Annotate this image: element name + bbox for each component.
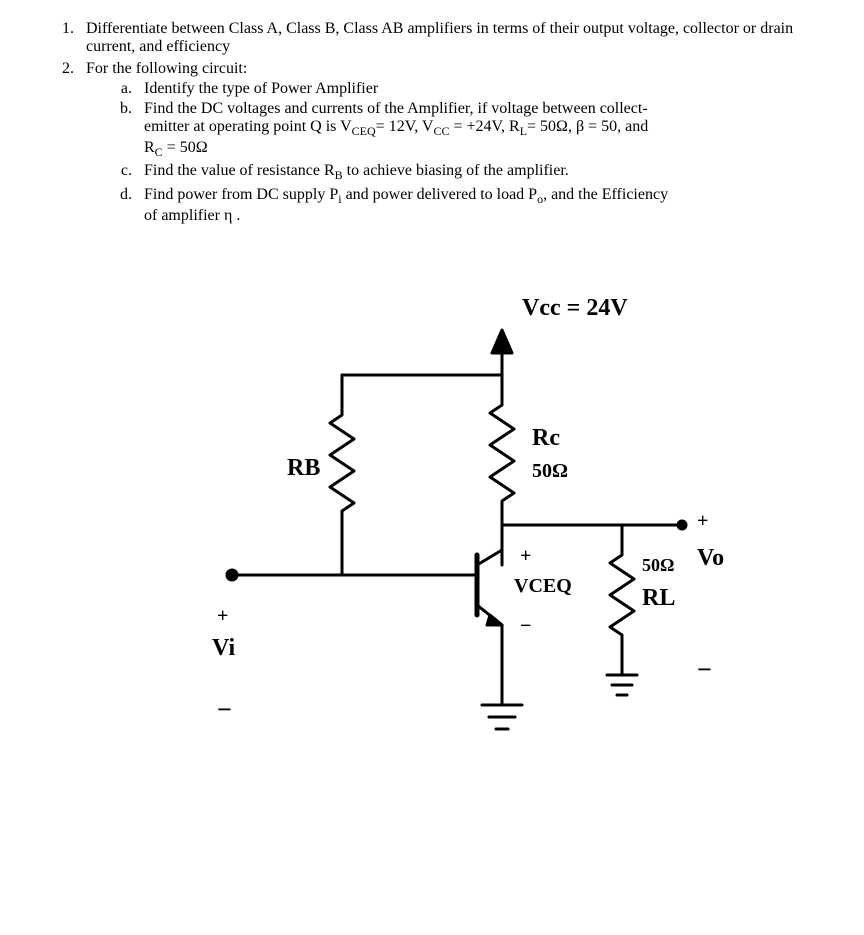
q2b-sub3: L — [520, 124, 527, 138]
q2c: Find the value of resistance RB to achie… — [136, 162, 814, 183]
question-list: Differentiate between Class A, Class B, … — [50, 20, 814, 225]
q2d-mid: and power delivered to load P — [342, 186, 538, 203]
q2b-mid1: = 12V, V — [376, 118, 434, 135]
question-1: Differentiate between Class A, Class B, … — [78, 20, 814, 56]
question-2: For the following circuit: Identify the … — [78, 60, 814, 225]
q2d-pre: Find power from DC supply P — [144, 186, 338, 203]
q2a: Identify the type of Power Amplifier — [136, 80, 814, 98]
q2d-line2: of amplifier η . — [144, 207, 240, 224]
rl-value: 50Ω — [642, 555, 674, 576]
question-2-subitems: Identify the type of Power Amplifier Fin… — [86, 80, 814, 225]
rl-label: RL — [642, 585, 675, 612]
q2b-line3-post: = 50Ω — [163, 139, 208, 156]
vo-label: Vo — [697, 545, 724, 572]
q2d-post: , and the Efficiency — [543, 186, 668, 203]
vcc-label: Vcc = 24V — [522, 295, 628, 322]
vceq-minus: − — [520, 615, 531, 638]
q2b-mid2: = +24V, R — [449, 118, 519, 135]
vi-plus: + — [217, 605, 228, 628]
q2c-post: to achieve biasing of the amplifier. — [343, 162, 569, 179]
rb-label: RB — [287, 455, 320, 482]
vceq-plus: + — [520, 545, 531, 568]
vi-minus: − — [217, 695, 232, 725]
vceq-label: VCEQ — [514, 575, 572, 598]
q2d: Find power from DC supply Pi and power d… — [136, 186, 814, 225]
vo-minus: − — [697, 655, 712, 685]
q1-text-line1: Differentiate between Class A, Class B, … — [86, 20, 624, 37]
q2b-line3-pre: R — [144, 139, 155, 156]
rc-value: 50Ω — [532, 460, 568, 483]
q2b-line2-pre: emitter at operating point Q is V — [144, 118, 352, 135]
q2a-text: Identify the type of Power Amplifier — [144, 80, 378, 97]
q2-lead: For the following circuit: — [86, 60, 247, 77]
vo-plus: + — [697, 510, 708, 533]
q2b-sub2: CC — [433, 124, 449, 138]
circuit-diagram: Vcc = 24V Rc 50Ω RB + VCEQ − + Vi − + Vo… — [82, 275, 782, 855]
q2b-mid3: = 50Ω, β = 50, and — [527, 118, 648, 135]
q2c-sub: B — [335, 169, 343, 183]
q2c-pre: Find the value of resistance R — [144, 162, 335, 179]
rc-label: Rc — [532, 425, 560, 452]
circuit-svg — [82, 275, 782, 855]
q2b-line3-sub: C — [155, 145, 163, 159]
vi-label: Vi — [212, 635, 235, 662]
q2b-line1: Find the DC voltages and currents of the… — [144, 100, 648, 117]
q2b: Find the DC voltages and currents of the… — [136, 100, 814, 160]
q2b-sub1: CEQ — [352, 124, 376, 138]
